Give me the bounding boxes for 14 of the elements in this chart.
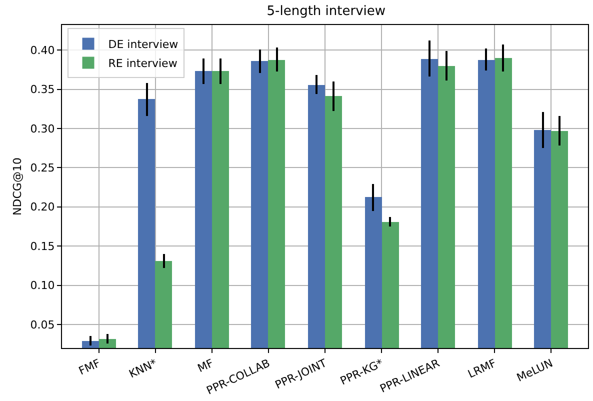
y-tick-label: 0.35 [30, 83, 55, 96]
y-tick-label: 0.25 [30, 162, 55, 175]
y-axis-title: NDCG@10 [10, 158, 24, 216]
x-tick-label: FMF [76, 356, 102, 378]
legend-label: DE interview [108, 38, 178, 52]
y-tick-label: 0.20 [30, 200, 55, 214]
y-tick-label: 0.30 [30, 122, 55, 136]
x-tick-label: KNN* [126, 356, 160, 381]
y-tick-label: 0.10 [30, 279, 55, 292]
y-tick-label: 0.40 [30, 44, 55, 57]
chart-title: 5-length interview [266, 4, 386, 20]
y-tick-label: 0.15 [30, 240, 55, 253]
y-tick-label: 0.05 [30, 318, 55, 332]
legend-label: RE interview [108, 57, 178, 70]
